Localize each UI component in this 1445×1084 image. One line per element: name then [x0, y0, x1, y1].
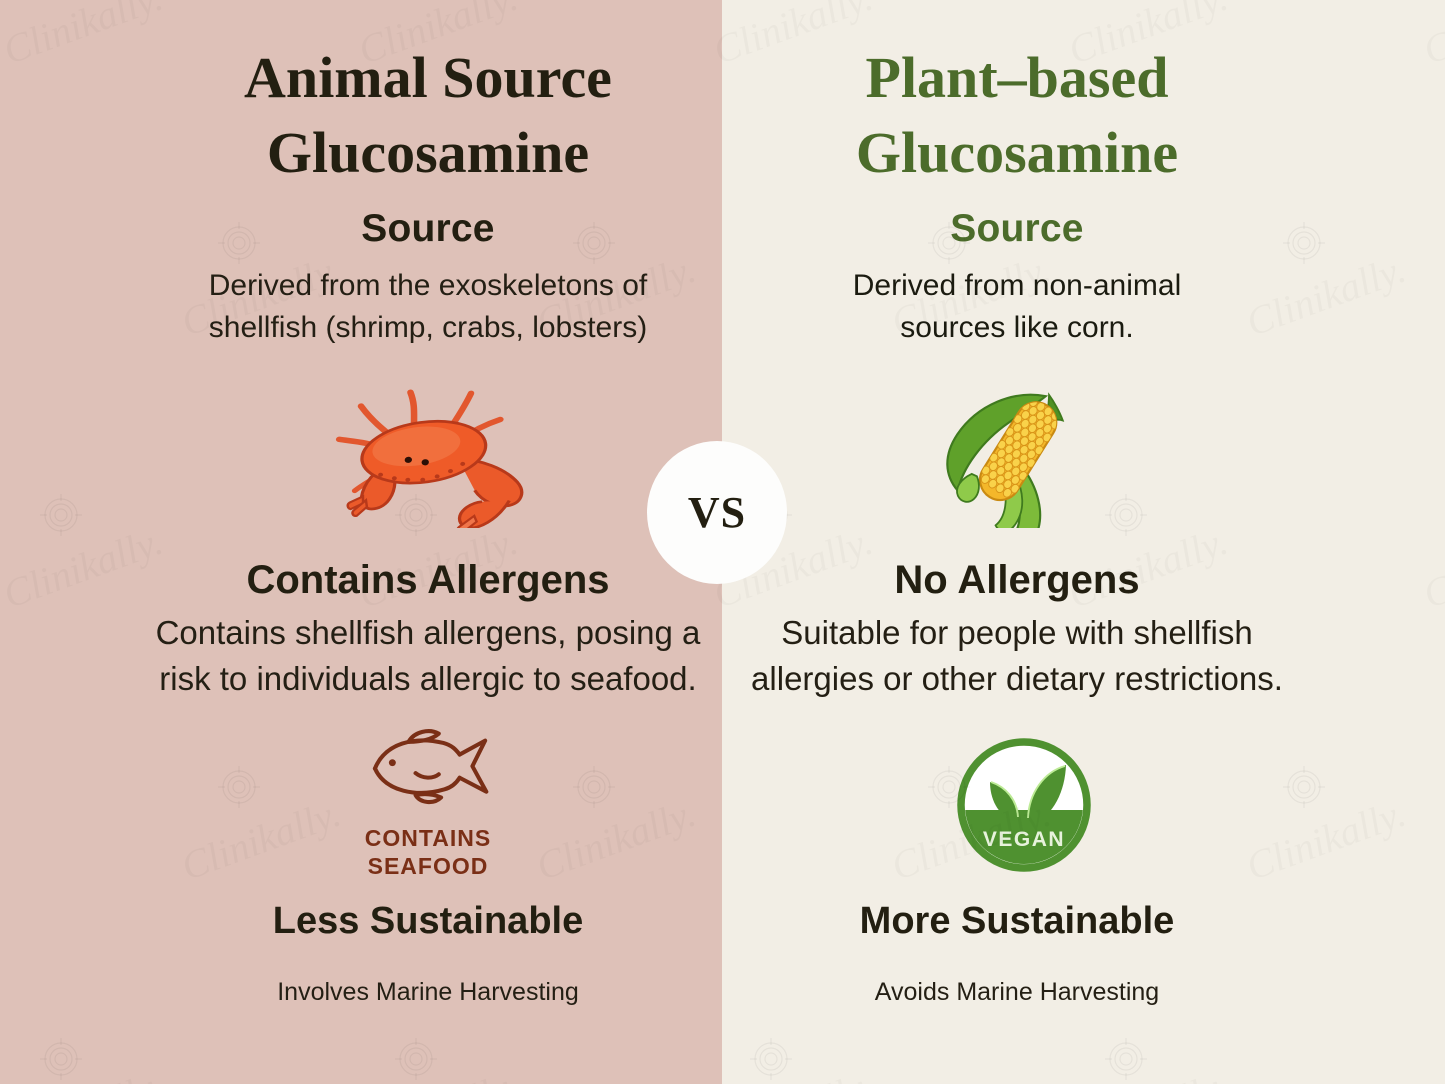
- svg-text:VEGAN: VEGAN: [983, 828, 1065, 851]
